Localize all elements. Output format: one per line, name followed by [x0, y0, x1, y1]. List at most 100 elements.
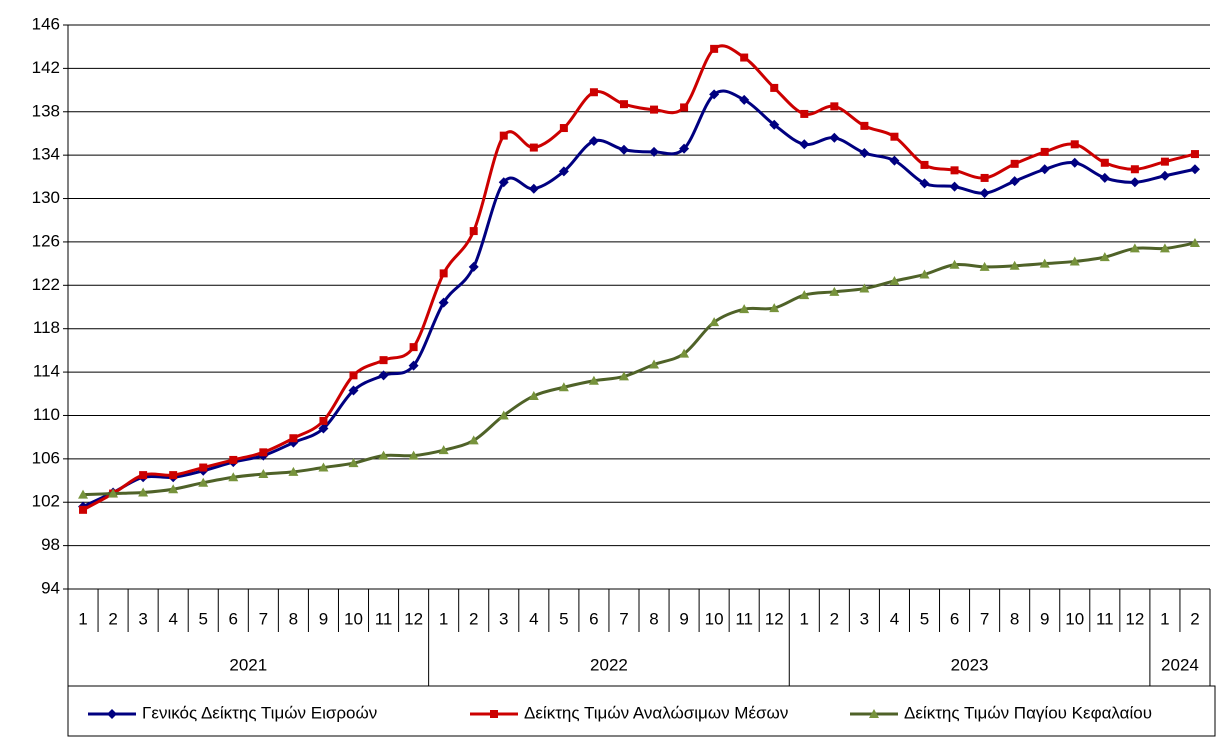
point	[950, 166, 959, 175]
x-tick-label: 6	[229, 609, 238, 628]
point	[650, 105, 659, 114]
point	[919, 178, 930, 189]
point	[138, 487, 149, 497]
x-tick-label: 11	[735, 609, 753, 628]
point	[108, 488, 119, 498]
point	[318, 423, 329, 434]
point	[529, 143, 538, 152]
point	[168, 484, 179, 494]
point	[78, 489, 89, 499]
point	[438, 445, 449, 455]
point	[79, 505, 88, 514]
x-tick-label: 4	[168, 609, 177, 628]
legend-label: Δείκτης Τιμών Αναλώσιμων Μέσων	[524, 703, 788, 722]
point	[1189, 238, 1200, 248]
point	[919, 269, 930, 279]
point	[318, 462, 329, 472]
point	[680, 103, 689, 112]
point	[199, 463, 208, 472]
point	[258, 469, 269, 479]
point	[949, 181, 960, 192]
point	[1130, 165, 1139, 174]
x-tick-label: 6	[950, 609, 959, 628]
y-tick-label: 114	[33, 362, 60, 381]
point	[378, 370, 389, 381]
point	[739, 304, 750, 314]
point	[348, 458, 359, 468]
point	[889, 155, 900, 166]
y-tick-label: 98	[41, 535, 60, 554]
point	[800, 109, 809, 118]
point	[769, 119, 780, 130]
x-tick-label: 10	[1065, 609, 1084, 628]
y-tick-label: 126	[32, 231, 60, 250]
x-tick-label: 8	[1010, 609, 1019, 628]
x-tick-label: 3	[138, 609, 147, 628]
point	[829, 132, 840, 143]
point	[589, 88, 598, 97]
point	[228, 472, 239, 482]
point	[740, 53, 749, 62]
point	[288, 466, 299, 476]
y-tick-label: 130	[32, 188, 60, 207]
x-tick-label: 1	[439, 609, 448, 628]
y-tick-label: 118	[33, 318, 60, 337]
x-tick-label: 12	[765, 609, 784, 628]
y-tick-label: 146	[32, 14, 60, 33]
point	[799, 139, 810, 150]
x-tick-label: 10	[344, 609, 363, 628]
point	[679, 143, 690, 154]
point	[710, 44, 719, 53]
point	[829, 286, 840, 296]
x-tick-label: 7	[619, 609, 628, 628]
point	[499, 131, 508, 140]
point	[139, 471, 148, 480]
y-tick-label: 110	[33, 405, 60, 424]
point	[1070, 140, 1079, 149]
point	[979, 261, 990, 271]
point	[588, 375, 599, 385]
x-tick-label: 12	[404, 609, 423, 628]
x-tick-label: 11	[375, 609, 393, 628]
point	[769, 303, 780, 313]
legend-marker	[869, 709, 879, 718]
x-tick-label: 9	[1040, 609, 1049, 628]
point	[1160, 157, 1169, 166]
x-tick-label: 1	[1160, 609, 1169, 628]
point	[679, 348, 690, 358]
year-label: 2024	[1161, 655, 1199, 674]
point	[1159, 243, 1170, 253]
x-tick-label: 9	[679, 609, 688, 628]
year-label: 2023	[951, 655, 989, 674]
point	[1009, 260, 1020, 270]
x-tick-label: 4	[890, 609, 899, 628]
x-tick-label: 1	[800, 609, 809, 628]
point	[348, 385, 359, 396]
point	[709, 317, 720, 327]
x-tick-label: 3	[860, 609, 869, 628]
point	[618, 144, 629, 155]
point	[438, 297, 449, 308]
series-line	[82, 44, 1196, 512]
x-tick-label: 8	[289, 609, 298, 628]
point	[1190, 150, 1199, 159]
point	[409, 343, 418, 352]
legend-marker	[490, 710, 498, 718]
point	[469, 227, 478, 236]
point	[408, 450, 419, 460]
series-line	[82, 89, 1196, 508]
legend-label: Δείκτης Τιμών Παγίου Κεφαλαίου	[904, 703, 1152, 722]
y-tick-label: 122	[32, 275, 60, 294]
point	[1189, 164, 1200, 175]
legend-marker	[107, 709, 117, 719]
point	[259, 448, 268, 457]
point	[799, 290, 810, 300]
point	[1100, 158, 1109, 167]
point	[559, 124, 568, 133]
point	[558, 166, 569, 177]
x-tick-label: 11	[1096, 609, 1114, 628]
y-tick-label: 102	[32, 492, 60, 511]
x-tick-label: 10	[705, 609, 724, 628]
point	[1129, 243, 1140, 253]
